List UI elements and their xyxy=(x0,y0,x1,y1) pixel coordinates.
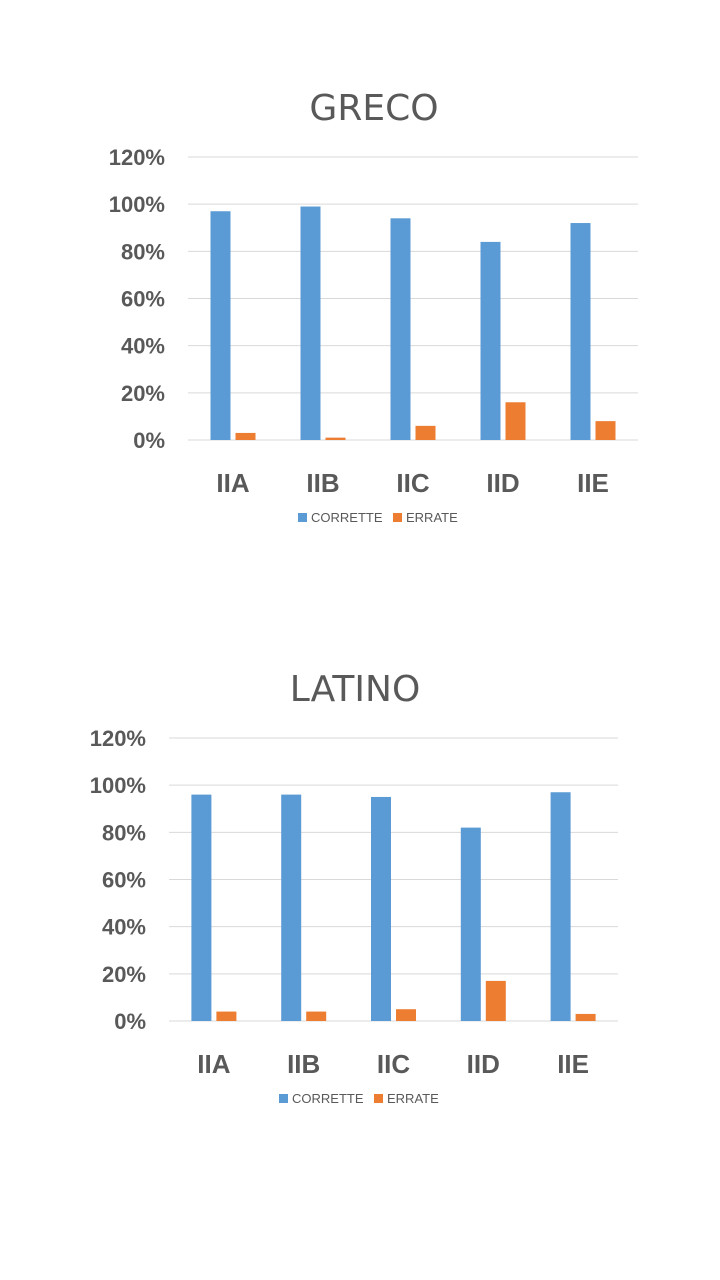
legend-swatch-errate xyxy=(374,1094,383,1103)
y-tick-label: 0% xyxy=(133,428,165,453)
bar-corrette-iie xyxy=(550,792,571,1021)
plot-area: 0% 20% 40% 60% 80% 100% 120% IIA IIB IIC IID IIE COR… xyxy=(109,145,638,525)
bar-errate-iia xyxy=(216,1011,237,1021)
bar-corrette-iie xyxy=(570,223,591,440)
x-tick-label: IIB xyxy=(306,468,339,498)
y-tick-label: 80% xyxy=(121,239,165,264)
x-tick-label: IIA xyxy=(197,1049,230,1079)
bar-errate-iid xyxy=(505,402,526,440)
x-tick-label: IIA xyxy=(216,468,249,498)
y-tick-label: 120% xyxy=(109,145,165,170)
x-tick-label: IID xyxy=(467,1049,500,1079)
bar-errate-iid xyxy=(485,980,506,1021)
x-tick-label: IIC xyxy=(396,468,429,498)
y-tick-label: 120% xyxy=(90,726,146,751)
chart-greco-svg: GRECO 0% 20% 40% 60% 80% 100% 120% IIA IIB IIC IID… xyxy=(109,88,638,525)
chart-title: GRECO xyxy=(309,88,438,129)
y-tick-label: 100% xyxy=(109,192,165,217)
bar-corrette-iid xyxy=(460,827,481,1021)
bar-errate-iib xyxy=(306,1011,327,1021)
x-tick-label: IIB xyxy=(287,1049,320,1079)
plot-area: 0% 20% 40% 60% 80% 100% 120% IIA IIB IIC IID IIE COR… xyxy=(90,726,618,1106)
bar-corrette-iid xyxy=(480,241,501,440)
bar-errate-iic xyxy=(415,425,436,440)
bar-errate-iie xyxy=(575,1013,596,1021)
y-tick-label: 60% xyxy=(102,868,146,893)
chart-title: LATINO xyxy=(290,669,421,710)
y-tick-label: 40% xyxy=(121,334,165,359)
legend-swatch-errate xyxy=(393,513,402,522)
x-tick-label: IIE xyxy=(577,468,609,498)
y-tick-label: 0% xyxy=(114,1009,146,1034)
chart-latino: LATINO 0% 20% 40% 60% 80% 100% 120% IIA IIB IIC II… xyxy=(0,580,720,1140)
x-tick-label: IID xyxy=(486,468,519,498)
y-tick-label: 100% xyxy=(90,773,146,798)
bar-corrette-iic xyxy=(390,218,411,440)
legend-swatch-corrette xyxy=(298,513,307,522)
bar-corrette-iib xyxy=(281,794,302,1021)
y-tick-label: 20% xyxy=(102,962,146,987)
legend-label-errate: ERRATE xyxy=(387,1091,439,1106)
legend-swatch-corrette xyxy=(279,1094,288,1103)
x-tick-label: IIE xyxy=(557,1049,589,1079)
bar-errate-iie xyxy=(595,421,616,440)
y-tick-label: 40% xyxy=(102,915,146,940)
bar-errate-iic xyxy=(396,1009,416,1021)
bar-corrette-iic xyxy=(371,796,391,1021)
y-tick-label: 20% xyxy=(121,381,165,406)
chart-greco: GRECO 0% 20% 40% 60% 80% 100% 120% IIA IIB IIC IID… xyxy=(0,0,720,560)
bar-corrette-iia xyxy=(210,211,231,440)
legend-label-corrette: CORRETTE xyxy=(311,510,383,525)
bar-errate-iia xyxy=(235,432,256,440)
x-tick-label: IIC xyxy=(377,1049,410,1079)
legend-label-corrette: CORRETTE xyxy=(292,1091,364,1106)
y-tick-label: 60% xyxy=(121,287,165,312)
bar-corrette-iia xyxy=(191,794,212,1021)
legend-label-errate: ERRATE xyxy=(406,510,458,525)
bar-corrette-iib xyxy=(300,206,321,440)
chart-latino-svg: LATINO 0% 20% 40% 60% 80% 100% 120% IIA IIB IIC II… xyxy=(90,669,618,1106)
bar-errate-iib xyxy=(325,437,346,440)
y-tick-label: 80% xyxy=(102,820,146,845)
